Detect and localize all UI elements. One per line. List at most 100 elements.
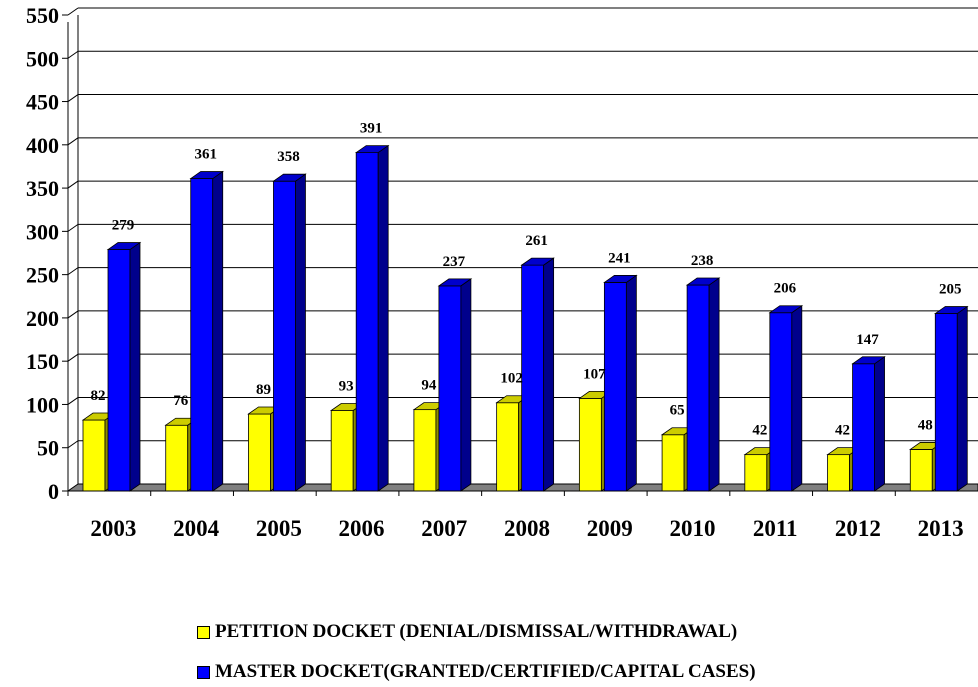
y-tick-label: 0 [48, 479, 59, 504]
gridline-diagonal [67, 310, 79, 319]
gridline-diagonal [67, 397, 79, 405]
data-labels: 82 279 76 361 89 358 93 391 94 237 102 261 107 241 65 2… [91, 121, 962, 439]
bar-side [212, 170, 224, 492]
y-tick-label: 450 [26, 90, 59, 115]
data-label: 42 [752, 423, 767, 439]
data-label: 93 [339, 379, 354, 395]
bar [603, 274, 638, 492]
bar-side [956, 305, 968, 492]
bar [189, 170, 224, 492]
bar-front [744, 454, 768, 492]
data-label: 205 [939, 282, 962, 298]
y-tick-label: 300 [26, 219, 59, 244]
bar-front [273, 180, 296, 492]
bar-front [248, 413, 271, 492]
data-label: 107 [583, 366, 606, 382]
bar-top [603, 275, 638, 283]
gridline-diagonal [67, 50, 79, 59]
data-label: 241 [608, 250, 631, 266]
bar-front [107, 249, 131, 492]
legend-label-master: MASTER DOCKET(GRANTED/CERTIFIED/CAPITAL … [215, 661, 756, 682]
bar-front [355, 152, 379, 492]
x-tick-label: 2009 [587, 516, 633, 541]
bar-top [851, 356, 886, 365]
gridline-diagonal [67, 137, 79, 146]
bar-top [354, 145, 390, 154]
bar [743, 446, 779, 492]
data-label: 206 [774, 281, 797, 297]
bar [934, 305, 969, 492]
legend-swatch-petition [197, 625, 210, 639]
data-label: 279 [112, 218, 135, 234]
bar-front [769, 312, 793, 492]
legend-item-petition: PETITION DOCKET (DENIAL/DISMISSAL/WITHDR… [197, 621, 737, 643]
bar-front [686, 284, 710, 492]
x-tick-label: 2013 [918, 516, 964, 541]
data-label: 391 [360, 121, 383, 137]
gridline-diagonal [67, 223, 79, 232]
bar-side [129, 241, 141, 492]
bar-front [330, 410, 354, 492]
y-tick-label: 400 [26, 133, 59, 158]
bar-side [625, 274, 637, 492]
bar-top [106, 242, 142, 250]
y-tick-label: 50 [37, 436, 59, 461]
bar-front [909, 449, 933, 492]
x-tick-label: 2012 [835, 516, 881, 541]
data-label: 237 [443, 254, 466, 270]
x-tick-label: 2010 [669, 516, 715, 541]
data-label: 65 [670, 403, 685, 419]
bar-side [460, 278, 472, 492]
bar-top [272, 173, 307, 182]
data-label: 361 [194, 147, 217, 163]
legend-item-master: MASTER DOCKET(GRANTED/CERTIFIED/CAPITAL … [197, 661, 756, 683]
data-label: 76 [173, 393, 189, 409]
legend-label-petition: PETITION DOCKET (DENIAL/DISMISSAL/WITHDR… [215, 621, 738, 642]
bar [851, 356, 886, 492]
y-tick-label: 150 [26, 349, 59, 374]
bar-top [437, 278, 473, 287]
bar-front [578, 397, 602, 492]
y-tick-label: 100 [26, 392, 59, 417]
bar-front [521, 264, 545, 492]
data-label: 102 [500, 371, 523, 387]
bar-side [543, 257, 555, 492]
bar-side [377, 144, 389, 492]
y-tick-label: 500 [26, 46, 59, 71]
gridline-diagonal [67, 353, 79, 362]
data-label: 147 [856, 332, 879, 348]
y-tick-label: 200 [26, 306, 59, 331]
bar-front [82, 419, 106, 492]
bars [81, 144, 969, 492]
bar-front [496, 402, 520, 492]
bar-top [934, 306, 969, 314]
x-tick-label: 2011 [753, 516, 798, 541]
bar-top [189, 171, 224, 179]
y-tick-label: 250 [26, 263, 59, 288]
bar [437, 278, 473, 492]
bar-front [165, 424, 189, 492]
data-label: 94 [421, 378, 437, 394]
bar-front [827, 454, 850, 492]
data-label: 48 [918, 417, 933, 433]
data-label: 42 [835, 423, 850, 439]
gridline-diagonal [67, 440, 79, 449]
x-tick-label: 2006 [339, 516, 385, 541]
bar-top [685, 277, 721, 286]
data-label: 358 [277, 149, 300, 165]
bar-side [791, 304, 803, 492]
x-tick-label: 2005 [256, 516, 302, 541]
x-tick-label: 2004 [173, 516, 220, 541]
bar-front [413, 409, 437, 492]
bar [354, 144, 390, 492]
bar-top [520, 257, 555, 266]
bar [685, 277, 721, 492]
bar-front [438, 285, 462, 492]
data-label: 89 [256, 382, 271, 398]
y-tick-label: 350 [26, 176, 59, 201]
bar-front [934, 313, 958, 492]
bar [106, 241, 142, 492]
x-tick-label: 2003 [90, 516, 136, 541]
x-tick-label: 2007 [421, 516, 467, 541]
